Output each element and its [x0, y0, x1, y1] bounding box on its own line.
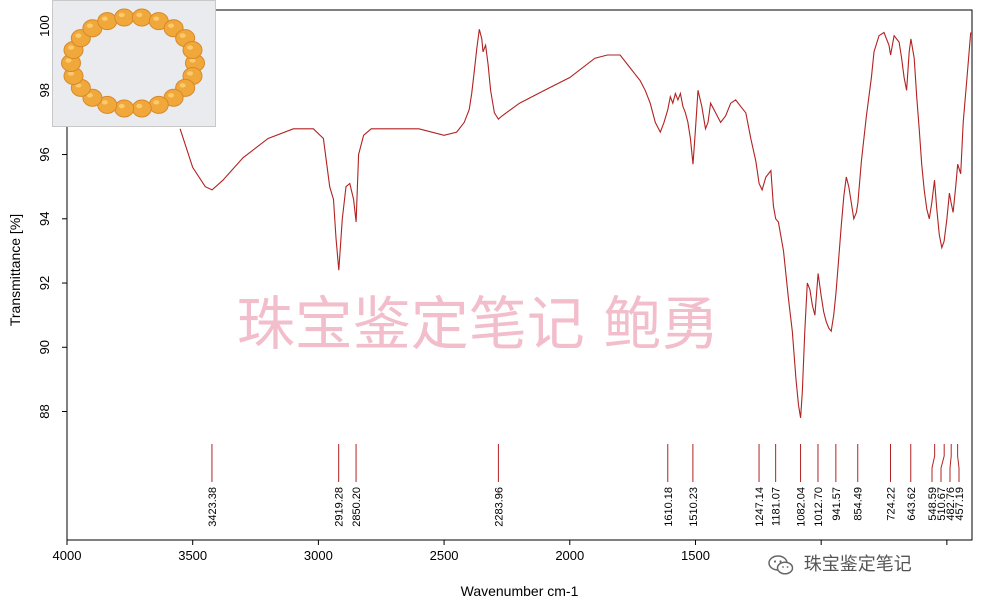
- plot-frame: [66, 9, 973, 541]
- bead-highlight: [136, 103, 143, 109]
- y-tick-label: 96: [37, 147, 52, 161]
- bead-highlight: [168, 93, 175, 98]
- y-axis-label: Transmittance [%]: [7, 214, 23, 326]
- peak-marker: [931, 455, 936, 469]
- bead-highlight: [118, 12, 125, 18]
- x-tick-label: 3500: [178, 548, 207, 563]
- peak-label: 1181.07: [771, 487, 783, 526]
- bead: [114, 99, 135, 118]
- y-tick-label: 100: [37, 15, 52, 37]
- bead-highlight: [136, 12, 143, 18]
- peak-label: 510.67: [936, 487, 948, 521]
- bead-highlight: [186, 45, 193, 50]
- bead-highlight: [68, 45, 75, 50]
- peak-label: 941.57: [831, 487, 843, 521]
- bead-highlight: [153, 16, 160, 21]
- watermark-text: 珠宝鉴定笔记 鲍勇: [237, 290, 719, 358]
- peak-label: 2919.28: [334, 487, 346, 527]
- y-tick-label: 90: [37, 340, 52, 354]
- x-tick-label: 3000: [304, 548, 333, 563]
- bead-highlight: [189, 58, 196, 63]
- spectrum-line: [179, 29, 972, 418]
- wechat-icon: [768, 555, 794, 575]
- peak-label: 854.49: [853, 487, 865, 521]
- y-tick-label: 94: [37, 212, 52, 226]
- bead-highlight: [168, 23, 175, 28]
- peak-marker: [940, 455, 945, 469]
- y-tick-label: 98: [37, 83, 52, 97]
- brand-text: 珠宝鉴定笔记: [803, 554, 912, 575]
- bead: [131, 99, 152, 118]
- bead-highlight: [101, 16, 108, 21]
- peak-label: 548.59: [927, 487, 939, 521]
- bead: [114, 8, 135, 27]
- bead: [131, 8, 152, 27]
- y-axis-ticks: 88 90 92 94 96 98 100: [37, 15, 67, 419]
- bracelet-photo-thumbnail: [52, 0, 216, 127]
- bead-highlight: [186, 71, 193, 76]
- bead: [97, 12, 118, 31]
- x-tick-label: 2500: [430, 548, 459, 563]
- peak-label: 2283.96: [493, 487, 505, 527]
- bead-highlight: [101, 100, 108, 105]
- x-tick-label: 1500: [681, 548, 710, 563]
- peak-label: 1510.23: [688, 487, 700, 527]
- spectrum-series: [179, 29, 972, 418]
- peak-marker: [957, 455, 960, 469]
- bead-highlight: [86, 93, 93, 98]
- bead-highlight: [118, 103, 125, 109]
- bead-highlight: [179, 33, 186, 38]
- bead-highlight: [153, 100, 160, 105]
- orange-bead-bracelet-icon: [61, 8, 205, 118]
- bead-highlight: [75, 33, 82, 38]
- peak-label: 1610.18: [663, 487, 675, 527]
- bead: [182, 41, 203, 60]
- y-tick-label: 88: [37, 404, 52, 418]
- bead-highlight: [179, 83, 186, 88]
- x-axis-label: Wavenumber cm-1: [461, 583, 579, 599]
- peak-label: 1247.14: [754, 487, 766, 527]
- bead-highlight: [65, 58, 72, 63]
- bead: [148, 95, 169, 114]
- peak-label: 2850.20: [351, 487, 363, 527]
- peak-markers: 3423.38 2919.28 2850.20 2283.96 1610.18 1510.…: [207, 444, 966, 527]
- peak-label: 482.76: [945, 487, 957, 521]
- x-tick-label: 2000: [555, 548, 584, 563]
- source-brand: 珠宝鉴定笔记: [768, 550, 912, 576]
- peak-label: 1012.70: [813, 487, 825, 527]
- peak-label: 643.62: [906, 487, 918, 521]
- peak-marker: [949, 455, 952, 469]
- peak-label: 457.19: [954, 487, 966, 521]
- bead-highlight: [68, 71, 75, 76]
- peak-label: 1082.04: [796, 487, 808, 527]
- peak-label: 3423.38: [207, 487, 219, 527]
- y-tick-label: 92: [37, 276, 52, 290]
- peak-label: 724.22: [885, 487, 897, 521]
- bead-highlight: [86, 23, 93, 28]
- x-tick-label: 4000: [53, 548, 82, 563]
- x-axis-ticks: 4000 3500 3000 2500 2000 1500: [53, 540, 948, 563]
